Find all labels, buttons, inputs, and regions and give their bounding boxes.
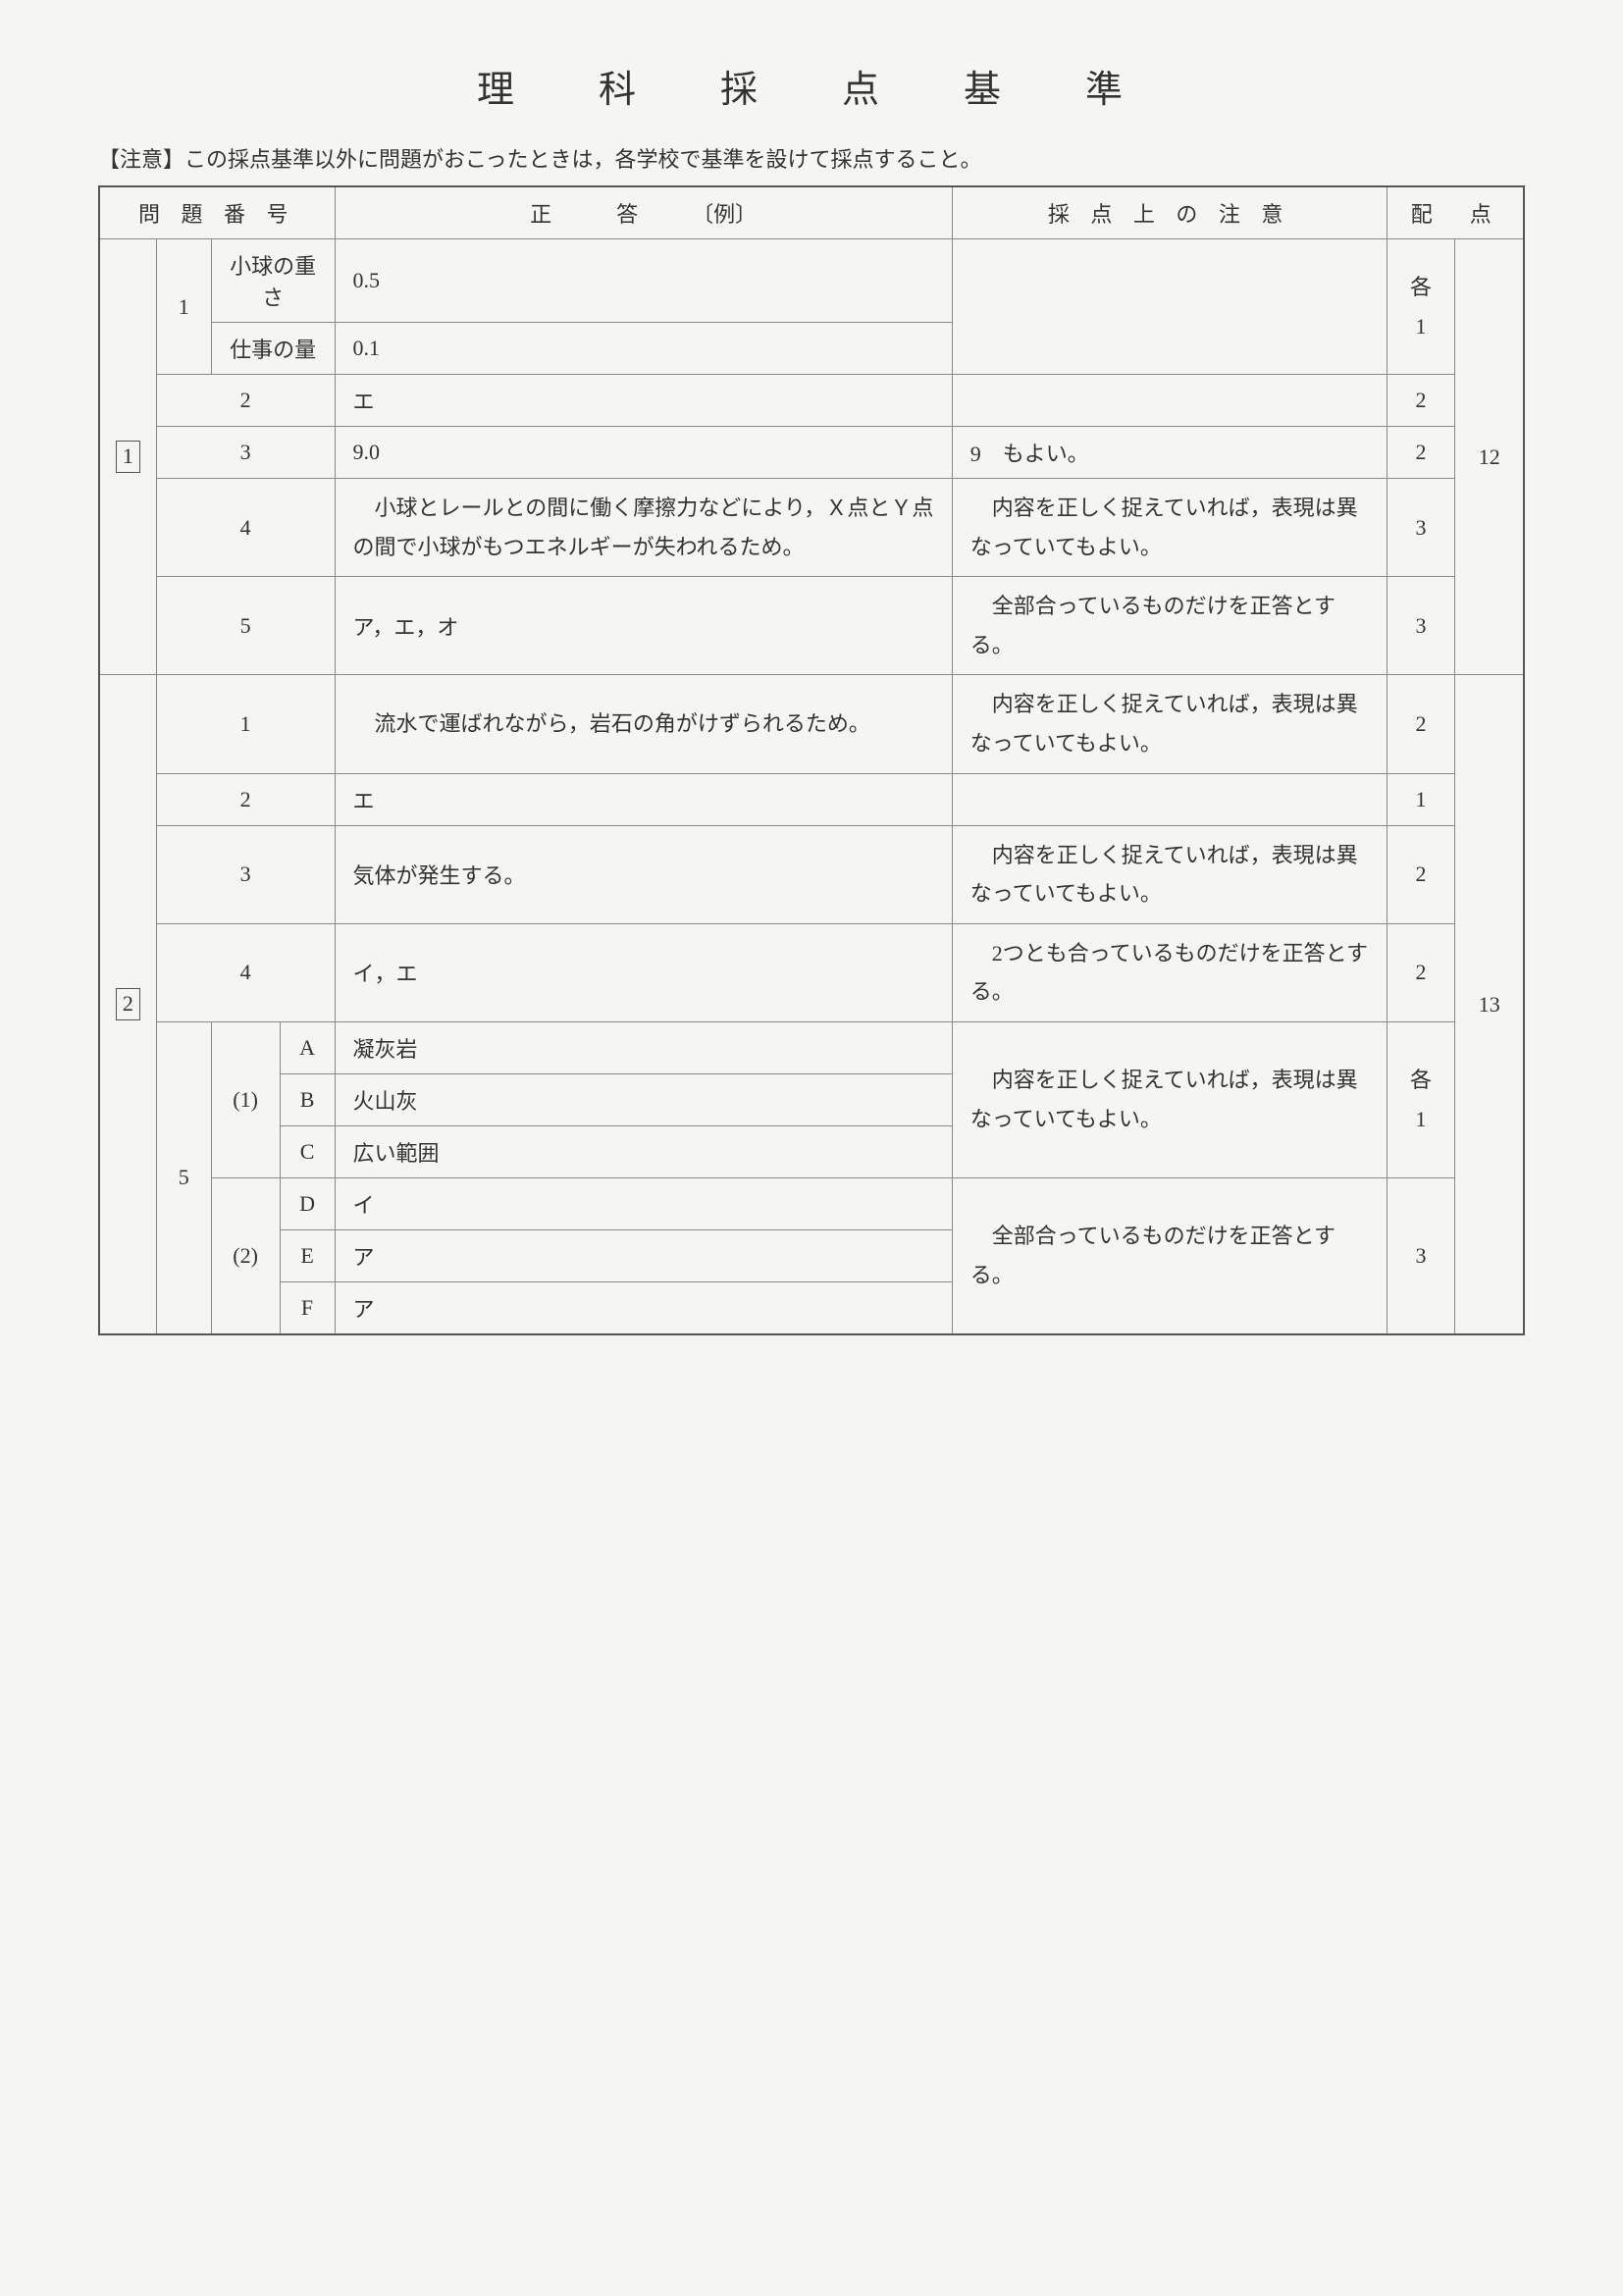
sub-number: 1	[156, 675, 335, 773]
header-notes: 採 点 上 の 注 意	[952, 186, 1387, 239]
answer-cell: 気体が発生する。	[335, 825, 952, 923]
answer-cell: 9.0	[335, 427, 952, 479]
section-total: 13	[1455, 675, 1524, 1334]
header-answer: 正 答 〔例〕	[335, 186, 952, 239]
answer-cell: 0.1	[335, 323, 952, 375]
sub-number: 4	[156, 923, 335, 1021]
sub-number: 1	[156, 239, 211, 375]
note-cell: 内容を正しく捉えていれば，表現は異なっていてもよい。	[952, 675, 1387, 773]
item-letter: E	[280, 1229, 335, 1281]
answer-cell: ア	[335, 1229, 952, 1281]
note-cell: 2つとも合っているものだけを正答とする。	[952, 923, 1387, 1021]
points-cell: 3	[1387, 1177, 1455, 1334]
note-cell	[952, 773, 1387, 825]
note-cell: 全部合っているものだけを正答とする。	[952, 1177, 1387, 1334]
note-cell	[952, 239, 1387, 375]
header-points: 配 点	[1387, 186, 1524, 239]
points-cell: 各1	[1387, 239, 1455, 375]
points-cell: 2	[1387, 427, 1455, 479]
item-letter: C	[280, 1125, 335, 1177]
sub-number: 3	[156, 825, 335, 923]
note-cell	[952, 375, 1387, 427]
note-cell: 内容を正しく捉えていれば，表現は異なっていてもよい。	[952, 479, 1387, 577]
answer-cell: ア	[335, 1281, 952, 1334]
section-total: 12	[1455, 239, 1524, 675]
header-question-no: 問 題 番 号	[99, 186, 335, 239]
item-letter: D	[280, 1177, 335, 1229]
points-cell: 3	[1387, 577, 1455, 675]
item-letter: A	[280, 1021, 335, 1073]
answer-cell: 流水で運ばれながら，岩石の角がけずられるため。	[335, 675, 952, 773]
answer-cell: イ，エ	[335, 923, 952, 1021]
answer-cell: 広い範囲	[335, 1125, 952, 1177]
note-cell: 全部合っているものだけを正答とする。	[952, 577, 1387, 675]
note-text: 【注意】この採点基準以外に問題がおこったときは，各学校で基準を設けて採点すること…	[98, 142, 1525, 174]
points-cell: 3	[1387, 479, 1455, 577]
note-cell: 内容を正しく捉えていれば，表現は異なっていてもよい。	[952, 1021, 1387, 1177]
section-label: 1	[99, 239, 156, 675]
sub-number: 4	[156, 479, 335, 577]
answer-cell: 小球とレールとの間に働く摩擦力などにより，Ｘ点とＹ点の間で小球がもつエネルギーが…	[335, 479, 952, 577]
points-cell: 1	[1387, 773, 1455, 825]
points-cell: 2	[1387, 923, 1455, 1021]
answer-cell: エ	[335, 375, 952, 427]
sub-number: 5	[156, 577, 335, 675]
points-cell: 2	[1387, 375, 1455, 427]
sub-number: 5	[156, 1021, 211, 1334]
answer-table: 問 題 番 号 正 答 〔例〕 採 点 上 の 注 意 配 点 1 1 小球の重…	[98, 185, 1525, 1335]
note-cell: 9 もよい。	[952, 427, 1387, 479]
answer-cell: ア，エ，オ	[335, 577, 952, 675]
answer-cell: 0.5	[335, 239, 952, 323]
points-cell: 2	[1387, 675, 1455, 773]
answer-cell: エ	[335, 773, 952, 825]
page-title: 理 科 採 点 基 準	[98, 59, 1525, 113]
item-letter: B	[280, 1073, 335, 1125]
sub-number: 2	[156, 773, 335, 825]
item-letter: F	[280, 1281, 335, 1334]
sub-number: 3	[156, 427, 335, 479]
points-cell: 各1	[1387, 1021, 1455, 1177]
points-cell: 2	[1387, 825, 1455, 923]
section-label: 2	[99, 675, 156, 1334]
sub-number: 2	[156, 375, 335, 427]
part-label: (1)	[211, 1021, 280, 1177]
answer-cell: イ	[335, 1177, 952, 1229]
note-cell: 内容を正しく捉えていれば，表現は異なっていてもよい。	[952, 825, 1387, 923]
subsub-label: 小球の重さ	[211, 239, 335, 323]
part-label: (2)	[211, 1177, 280, 1334]
answer-cell: 火山灰	[335, 1073, 952, 1125]
subsub-label: 仕事の量	[211, 323, 335, 375]
answer-cell: 凝灰岩	[335, 1021, 952, 1073]
